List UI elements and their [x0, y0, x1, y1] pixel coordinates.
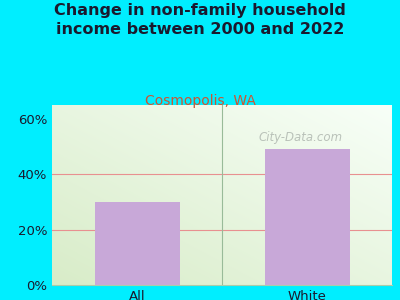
- Text: City-Data.com: City-Data.com: [258, 131, 342, 144]
- Bar: [264, 149, 350, 285]
- Bar: [94, 202, 180, 285]
- Text: Change in non-family household
income between 2000 and 2022: Change in non-family household income be…: [54, 3, 346, 37]
- Text: Cosmopolis, WA: Cosmopolis, WA: [144, 94, 256, 109]
